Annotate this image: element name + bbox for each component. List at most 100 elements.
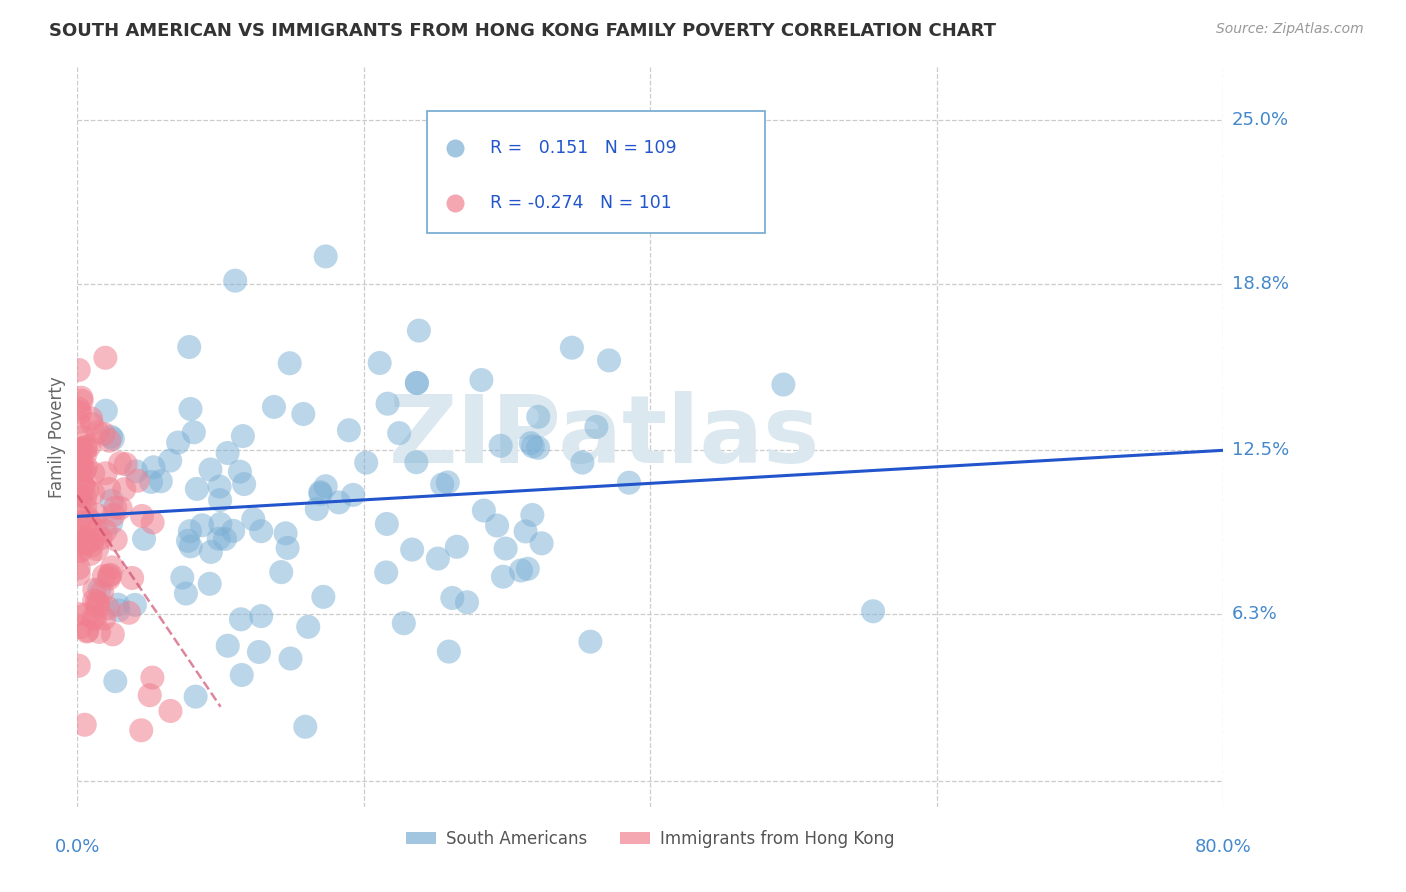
Legend: South Americans, Immigrants from Hong Kong: South Americans, Immigrants from Hong Ko… xyxy=(399,823,901,855)
Point xyxy=(177,533,200,548)
Point xyxy=(233,477,256,491)
Point xyxy=(98,434,121,448)
Point xyxy=(76,624,98,639)
Point xyxy=(129,723,152,738)
Point xyxy=(67,363,90,377)
Point xyxy=(209,493,232,508)
Point xyxy=(90,531,112,545)
Point xyxy=(125,464,148,478)
Point xyxy=(67,567,90,582)
Point xyxy=(75,442,97,456)
Point xyxy=(277,541,299,555)
FancyBboxPatch shape xyxy=(427,112,765,234)
Point xyxy=(82,533,104,547)
Point xyxy=(337,423,360,437)
Point xyxy=(598,353,620,368)
Point xyxy=(315,249,337,263)
Point xyxy=(75,500,97,514)
Point xyxy=(375,516,398,531)
Point xyxy=(67,500,90,514)
Point xyxy=(229,612,252,626)
Text: 6.3%: 6.3% xyxy=(1232,606,1277,624)
Point xyxy=(470,373,492,387)
Point xyxy=(250,524,273,538)
Point xyxy=(67,401,90,416)
Point xyxy=(79,534,101,549)
Point xyxy=(76,624,98,638)
Point xyxy=(456,595,478,609)
Point xyxy=(101,627,124,641)
Point xyxy=(73,718,96,732)
Point xyxy=(527,441,550,455)
Point xyxy=(527,409,550,424)
Point xyxy=(84,612,107,626)
Point xyxy=(103,508,125,522)
Point xyxy=(149,475,172,489)
Point xyxy=(73,479,96,493)
Point xyxy=(67,538,90,552)
Point xyxy=(86,595,108,609)
Point xyxy=(270,565,292,579)
Point xyxy=(159,453,181,467)
Point xyxy=(274,526,297,541)
Point xyxy=(209,516,232,531)
Point xyxy=(75,490,97,504)
Text: 18.8%: 18.8% xyxy=(1232,275,1288,293)
Point xyxy=(392,616,415,631)
Point xyxy=(242,512,264,526)
Point xyxy=(571,456,593,470)
Point xyxy=(579,634,602,648)
Text: 25.0%: 25.0% xyxy=(1232,111,1289,128)
Point xyxy=(278,356,301,370)
Point xyxy=(73,536,96,550)
Point xyxy=(118,606,141,620)
Point xyxy=(87,596,110,610)
Point xyxy=(67,561,90,575)
Point xyxy=(75,533,97,547)
Point xyxy=(83,582,105,597)
Point xyxy=(139,475,162,489)
Point xyxy=(436,475,458,490)
Point xyxy=(127,474,149,488)
Point xyxy=(93,569,115,583)
Point xyxy=(208,532,231,546)
Point xyxy=(217,639,239,653)
Point xyxy=(179,524,201,538)
Point xyxy=(108,456,131,470)
Point xyxy=(179,340,201,354)
Point xyxy=(107,603,129,617)
Point xyxy=(79,439,101,453)
Point xyxy=(98,568,121,582)
Point xyxy=(104,533,127,547)
Point xyxy=(69,524,91,538)
Point xyxy=(522,508,544,522)
Point xyxy=(69,442,91,456)
Point xyxy=(80,417,103,432)
Point xyxy=(375,566,398,580)
Point xyxy=(69,406,91,420)
Point xyxy=(139,688,162,702)
Point xyxy=(86,524,108,538)
Point xyxy=(93,426,115,441)
Point xyxy=(104,500,127,515)
Point xyxy=(184,690,207,704)
Point xyxy=(141,671,163,685)
Point xyxy=(292,407,315,421)
Point xyxy=(70,620,93,634)
Point xyxy=(489,439,512,453)
Point xyxy=(76,483,98,498)
Point xyxy=(97,601,120,615)
Point xyxy=(342,488,364,502)
Point xyxy=(69,533,91,548)
Point xyxy=(263,400,285,414)
Point xyxy=(520,436,543,450)
Point xyxy=(315,479,337,493)
Point xyxy=(89,582,111,597)
Point xyxy=(73,535,96,549)
Point xyxy=(406,376,429,390)
Point xyxy=(80,538,103,552)
Point xyxy=(441,591,464,605)
Point xyxy=(94,467,117,481)
Point xyxy=(486,518,509,533)
Point xyxy=(70,391,93,405)
